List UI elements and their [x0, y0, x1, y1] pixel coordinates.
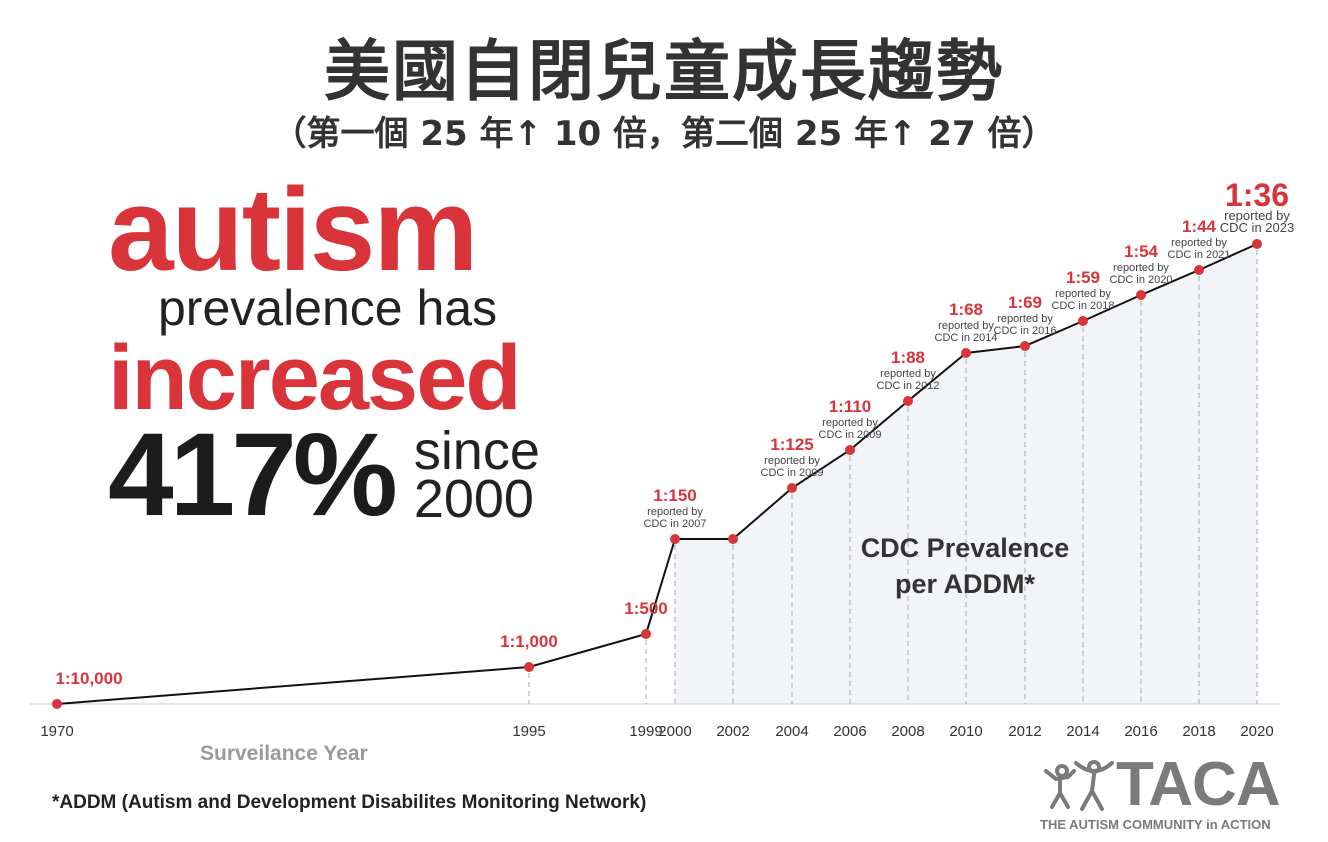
data-point	[961, 348, 971, 358]
data-point	[1078, 316, 1088, 326]
data-note: CDC in 2018	[1052, 300, 1115, 312]
data-note: reported by	[1171, 237, 1227, 249]
data-note: reported by	[1055, 288, 1111, 300]
x-tick-label: 2006	[833, 723, 866, 740]
data-point	[52, 699, 62, 709]
hero-year: 2000	[413, 469, 534, 529]
data-label: 1:125	[770, 435, 813, 454]
footnote: *ADDM (Autism and Development Disabilite…	[52, 792, 647, 813]
data-note: reported by	[647, 506, 703, 518]
series-label-line1: CDC Prevalence	[860, 533, 1070, 563]
x-tick-label: 2020	[1240, 723, 1273, 740]
data-note: reported by	[997, 313, 1053, 325]
data-label: 1:54	[1124, 242, 1159, 261]
data-point	[845, 445, 855, 455]
data-point	[728, 534, 738, 544]
data-label: 1:69	[1008, 293, 1042, 312]
data-label: 1:110	[829, 397, 872, 416]
data-point	[670, 534, 680, 544]
data-point	[903, 396, 913, 406]
logo-name: TACA	[1116, 750, 1281, 819]
x-tick-label: 1970	[40, 723, 73, 740]
data-label: 1:44	[1182, 217, 1217, 236]
data-label: 1:36	[1225, 177, 1289, 213]
data-label: 1:68	[949, 300, 983, 319]
series-line	[56, 243, 1258, 705]
area-fill	[675, 244, 1257, 704]
data-note: CDC in 2014	[935, 332, 998, 344]
data-label: 1:59	[1066, 268, 1100, 287]
x-axis-label: Surveilance Year	[200, 742, 368, 765]
hero-increased: increased	[108, 327, 522, 429]
page-title: 美國自閉兒童成長趨勢	[324, 33, 1004, 110]
logo-tagline: THE AUTISM COMMUNITY in ACTION	[1040, 817, 1271, 832]
x-tick-label: 2010	[949, 723, 982, 740]
data-label: 1:500	[624, 599, 667, 618]
x-tick-label: 2000	[658, 723, 691, 740]
data-note: CDC in 2009	[819, 429, 882, 441]
data-note: CDC in 2021	[1168, 249, 1231, 261]
hero-autism: autism	[108, 164, 478, 296]
data-note: reported by	[1224, 208, 1290, 223]
x-tick-label: 2004	[775, 723, 808, 740]
data-note: reported by	[822, 417, 878, 429]
x-tick-label: 2012	[1008, 723, 1041, 740]
page-subtitle: （第一個 25 年↑ 10 倍，第二個 25 年↑ 27 倍）	[272, 114, 1056, 154]
data-note: CDC in 2012	[877, 380, 940, 392]
hero-since: since	[413, 421, 540, 481]
data-note: reported by	[764, 455, 820, 467]
data-note: reported by	[938, 320, 994, 332]
series-label: CDC Prevalence per ADDM*	[840, 530, 1090, 602]
data-note: CDC in 2020	[1110, 274, 1173, 286]
data-point	[1194, 265, 1204, 275]
data-point	[1020, 341, 1030, 351]
x-tick-label: 1999	[629, 723, 662, 740]
data-note: CDC in 2007	[644, 518, 707, 530]
x-tick-label: 2014	[1066, 723, 1099, 740]
x-tick-label: 2002	[716, 723, 749, 740]
hero-statement: autism prevalence has increased 417% sin…	[108, 164, 578, 541]
x-tick-label: 2008	[891, 723, 924, 740]
data-point	[787, 483, 797, 493]
data-point	[524, 662, 534, 672]
data-note: CDC in 2023	[1220, 220, 1294, 235]
hero-percent: 417%	[108, 409, 398, 541]
data-note: reported by	[1113, 262, 1169, 274]
data-note: CDC in 2016	[994, 325, 1057, 337]
data-label: 1:10,000	[55, 669, 122, 688]
data-label: 1:88	[891, 348, 925, 367]
data-label: 1:1,000	[500, 632, 558, 651]
data-note: CDC in 2009	[761, 467, 824, 479]
hero-prevalence: prevalence has	[158, 280, 498, 336]
taca-logo: TACA THE AUTISM COMMUNITY in ACTION	[1040, 750, 1300, 833]
people-icon	[1044, 760, 1114, 811]
x-tick-label: 2016	[1124, 723, 1157, 740]
x-tick-label: 1995	[512, 723, 545, 740]
data-note: reported by	[880, 368, 936, 380]
series-label-line2: per ADDM*	[894, 569, 1035, 599]
data-point	[641, 629, 651, 639]
x-tick-label: 2018	[1182, 723, 1215, 740]
data-label: 1:150	[653, 486, 696, 505]
data-point	[1136, 290, 1146, 300]
data-point	[1252, 239, 1262, 249]
